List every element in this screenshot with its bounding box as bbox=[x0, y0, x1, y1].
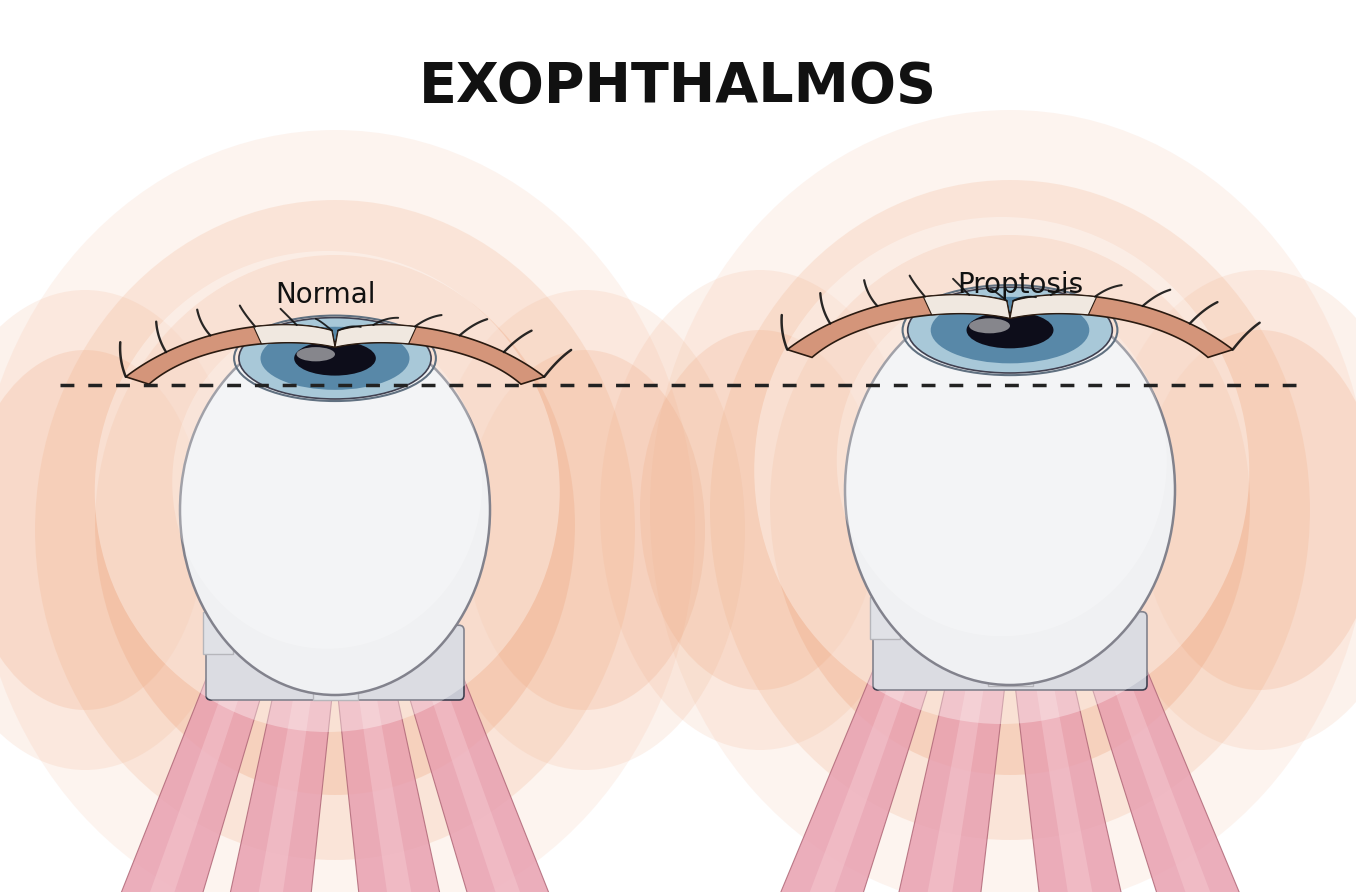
Ellipse shape bbox=[95, 251, 560, 732]
Ellipse shape bbox=[1140, 330, 1356, 690]
Polygon shape bbox=[1073, 626, 1269, 892]
Polygon shape bbox=[244, 667, 316, 892]
Polygon shape bbox=[1032, 656, 1106, 892]
Ellipse shape bbox=[239, 318, 431, 399]
Ellipse shape bbox=[172, 316, 483, 648]
Bar bbox=[987, 611, 1032, 686]
Ellipse shape bbox=[711, 180, 1310, 840]
Polygon shape bbox=[254, 325, 335, 347]
Polygon shape bbox=[782, 626, 928, 892]
Ellipse shape bbox=[930, 297, 1089, 363]
Ellipse shape bbox=[845, 295, 1176, 685]
Text: EXOPHTHALMOS: EXOPHTHALMOS bbox=[419, 60, 937, 114]
Polygon shape bbox=[126, 325, 335, 384]
Ellipse shape bbox=[260, 326, 410, 390]
Bar bbox=[312, 624, 358, 699]
Polygon shape bbox=[412, 640, 551, 892]
Ellipse shape bbox=[465, 350, 705, 710]
Polygon shape bbox=[119, 640, 258, 892]
Ellipse shape bbox=[970, 318, 1010, 334]
Text: Normal: Normal bbox=[275, 281, 376, 309]
Bar bbox=[203, 612, 233, 654]
FancyBboxPatch shape bbox=[873, 612, 1147, 690]
Ellipse shape bbox=[967, 312, 1054, 349]
Polygon shape bbox=[1010, 294, 1233, 358]
Ellipse shape bbox=[650, 110, 1356, 892]
Ellipse shape bbox=[424, 290, 744, 770]
Polygon shape bbox=[1093, 626, 1238, 892]
FancyBboxPatch shape bbox=[206, 625, 464, 700]
Ellipse shape bbox=[95, 255, 575, 795]
Polygon shape bbox=[335, 325, 416, 347]
Ellipse shape bbox=[837, 285, 1166, 636]
Ellipse shape bbox=[180, 325, 490, 695]
Ellipse shape bbox=[770, 235, 1250, 775]
Ellipse shape bbox=[294, 341, 376, 376]
Ellipse shape bbox=[0, 130, 696, 892]
Polygon shape bbox=[335, 325, 544, 384]
Ellipse shape bbox=[0, 290, 245, 770]
Polygon shape bbox=[213, 667, 335, 892]
Ellipse shape bbox=[35, 200, 635, 860]
Polygon shape bbox=[1010, 294, 1097, 318]
Text: Proptosis: Proptosis bbox=[957, 271, 1083, 299]
Ellipse shape bbox=[754, 217, 1249, 724]
Polygon shape bbox=[750, 626, 948, 892]
Polygon shape bbox=[1012, 656, 1138, 892]
Polygon shape bbox=[392, 640, 582, 892]
Bar bbox=[869, 598, 900, 640]
Polygon shape bbox=[88, 640, 278, 892]
Polygon shape bbox=[788, 294, 1010, 358]
Polygon shape bbox=[923, 294, 1010, 318]
Ellipse shape bbox=[297, 347, 335, 361]
Polygon shape bbox=[883, 656, 1009, 892]
Ellipse shape bbox=[599, 270, 919, 750]
Ellipse shape bbox=[640, 330, 880, 690]
Polygon shape bbox=[354, 667, 426, 892]
Ellipse shape bbox=[1100, 270, 1356, 750]
Ellipse shape bbox=[907, 287, 1112, 373]
Polygon shape bbox=[914, 656, 989, 892]
Ellipse shape bbox=[0, 350, 205, 710]
Polygon shape bbox=[335, 667, 457, 892]
